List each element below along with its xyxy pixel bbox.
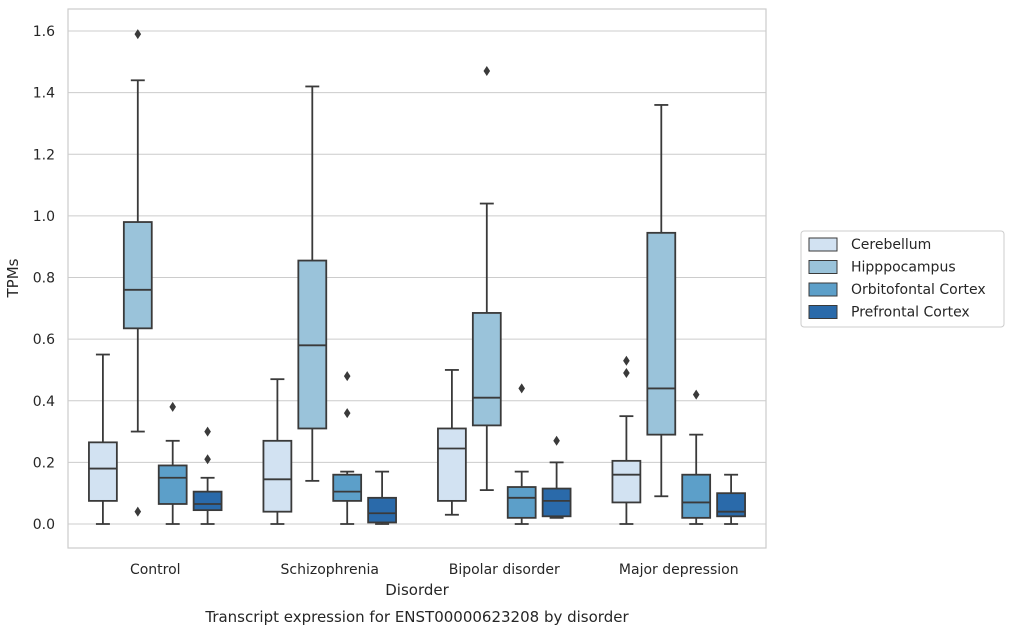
outlier-point — [553, 435, 560, 446]
x-tick-labels: Control Schizophrenia Bipolar disorder Majo… — [130, 562, 739, 578]
chart-title: Transcript expression for ENST0000062320… — [204, 608, 629, 626]
box-iqr — [471, 312, 502, 427]
box — [192, 426, 223, 525]
box — [611, 355, 642, 525]
box — [681, 389, 712, 525]
box-iqr — [506, 486, 537, 519]
legend-item: Cerebellum — [808, 237, 931, 253]
legend-label: Hipppocampus — [851, 260, 956, 276]
box-iqr — [88, 441, 118, 502]
outlier-point — [343, 408, 351, 419]
box — [88, 353, 118, 525]
legend-swatch — [808, 305, 838, 319]
outlier-point — [169, 401, 176, 412]
legend-swatch — [808, 282, 838, 297]
box-iqr — [157, 464, 188, 505]
legend-label: Prefrontal Cortex — [851, 305, 970, 321]
y-tick-label: 1.0 — [33, 209, 55, 225]
y-gridlines — [68, 30, 766, 525]
x-axis-label: Disorder — [385, 581, 449, 599]
box — [437, 369, 467, 516]
box-iqr — [437, 427, 467, 502]
y-tick-label: 0.0 — [33, 517, 55, 533]
series-cerebellum — [88, 353, 642, 525]
legend: Cerebellum Hipppocampus Orbitofontal Corte… — [800, 230, 1005, 328]
legend-item: Orbitofontal Cortex — [808, 282, 986, 298]
outlier-point — [483, 66, 491, 77]
y-tick-label: 0.6 — [33, 332, 55, 348]
box — [646, 104, 677, 498]
legend-label: Cerebellum — [851, 237, 931, 253]
box-iqr — [332, 473, 363, 502]
legend-swatch — [808, 237, 838, 252]
series-orbitofontal-cortex — [157, 371, 712, 525]
outlier-point — [204, 426, 211, 437]
box — [541, 435, 572, 519]
y-tick-labels: 0.0 0.2 0.4 0.6 0.8 1.0 1.2 1.4 1.6 — [33, 24, 55, 533]
y-tick-label: 0.2 — [33, 455, 55, 471]
box — [716, 473, 746, 525]
box — [297, 85, 328, 482]
box-iqr — [611, 459, 642, 504]
box — [332, 371, 363, 525]
outlier-point — [204, 454, 211, 465]
box-iqr — [541, 487, 572, 518]
box — [367, 470, 397, 525]
legend-item: Hipppocampus — [808, 260, 956, 276]
y-tick-label: 1.4 — [33, 86, 55, 102]
box-iqr — [716, 492, 746, 518]
box — [157, 401, 188, 525]
box-iqr — [367, 496, 397, 524]
x-tick-label: Bipolar disorder — [449, 562, 560, 578]
plot-frame — [67, 8, 767, 549]
box-iqr — [681, 473, 712, 519]
legend-item: Prefrontal Cortex — [808, 305, 970, 321]
legend-swatch — [808, 260, 838, 274]
box — [262, 378, 293, 525]
x-tick-label: Schizophrenia — [281, 562, 379, 578]
outlier-point — [623, 355, 630, 366]
outlier-point — [623, 368, 630, 379]
outlier-point — [518, 383, 525, 394]
series-hipppocampus — [122, 29, 677, 517]
y-axis-label: TPMs — [4, 258, 22, 298]
box — [122, 29, 153, 517]
legend-frame — [800, 230, 1005, 328]
series-prefrontal-cortex — [192, 426, 746, 525]
x-tick-label: Control — [130, 562, 181, 578]
box-iqr — [646, 231, 677, 436]
y-tick-label: 0.4 — [33, 394, 55, 410]
outlier-point — [134, 29, 142, 40]
box-iqr — [262, 439, 293, 513]
y-tick-label: 1.6 — [33, 24, 55, 40]
box — [471, 66, 502, 492]
x-tick-label: Major depression — [619, 562, 739, 578]
box — [506, 383, 537, 525]
outlier-point — [343, 371, 351, 382]
box-iqr — [122, 221, 153, 330]
legend-label: Orbitofontal Cortex — [851, 282, 986, 298]
y-tick-label: 1.2 — [33, 147, 55, 163]
outlier-point — [692, 389, 700, 400]
box-iqr — [192, 490, 223, 512]
y-tick-label: 0.8 — [33, 271, 55, 287]
outlier-point — [134, 506, 142, 517]
box-series — [88, 29, 746, 525]
